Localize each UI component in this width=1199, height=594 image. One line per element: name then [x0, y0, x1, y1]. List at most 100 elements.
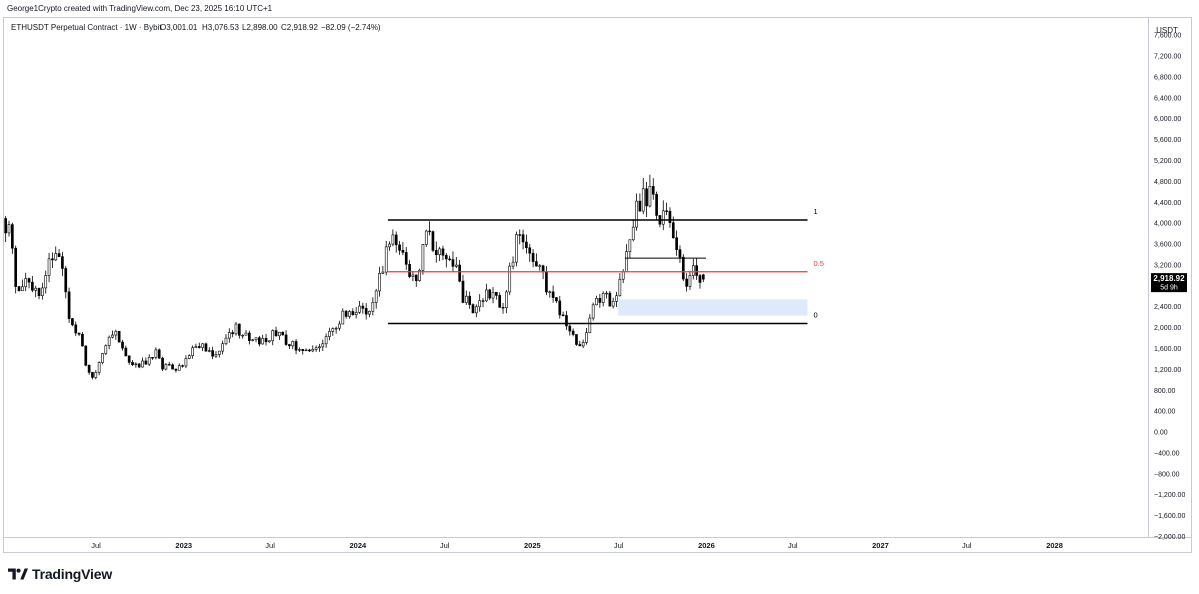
candle: [434, 241, 438, 263]
candle-body: [14, 247, 18, 287]
candle-body: [528, 247, 532, 254]
candle: [207, 347, 211, 353]
time-tick-label: Jul: [962, 541, 972, 550]
candle: [631, 219, 635, 242]
candle: [244, 330, 248, 336]
candle-body: [698, 275, 702, 283]
candle: [354, 307, 358, 319]
candle-body: [678, 249, 682, 258]
candle-body: [464, 295, 468, 303]
candle-body: [114, 331, 118, 336]
candle: [458, 259, 461, 283]
chart-frame[interactable]: [3, 17, 1192, 553]
candle: [301, 348, 305, 355]
candle-body: [321, 343, 325, 348]
candle: [314, 345, 318, 352]
candle-body: [688, 275, 692, 287]
candle: [441, 245, 445, 261]
candle: [274, 326, 278, 337]
candle-body: [441, 248, 445, 256]
candle-body: [685, 278, 688, 287]
price-tick-label: 1,600.00: [1154, 346, 1181, 353]
candle: [344, 310, 348, 319]
candle-body: [668, 210, 672, 223]
candle: [338, 320, 341, 331]
candle: [525, 234, 528, 254]
price-axis-currency[interactable]: USDT: [1156, 26, 1178, 35]
candle: [281, 331, 285, 336]
fib-level-label: 0.5: [814, 259, 824, 268]
candle: [288, 343, 291, 350]
candle: [147, 354, 151, 367]
candle-body: [284, 334, 288, 345]
candle: [71, 318, 74, 327]
candle-body: [428, 230, 431, 233]
candle: [87, 364, 91, 375]
candle-body: [468, 295, 471, 305]
candle-body: [318, 346, 321, 349]
candle-body: [358, 305, 361, 313]
candle: [191, 345, 194, 359]
candle-body: [67, 291, 71, 319]
candle-body: [157, 349, 161, 359]
candle: [605, 290, 608, 299]
time-tick-label: 2025: [524, 541, 541, 550]
candle: [404, 247, 408, 270]
candle: [691, 258, 695, 280]
fib-level-label: 0: [814, 310, 818, 319]
candle: [661, 200, 665, 231]
candle-body: [4, 218, 8, 234]
candle-body: [538, 265, 542, 267]
candle-body: [508, 265, 512, 293]
candle-body: [628, 239, 632, 252]
candle-body: [281, 331, 285, 336]
candle-body: [601, 292, 605, 303]
candle-body: [488, 289, 492, 299]
candle: [14, 245, 18, 294]
candle-body: [585, 332, 588, 343]
candle-body: [41, 287, 44, 297]
candle: [154, 347, 158, 360]
candle: [101, 352, 104, 365]
candle-body: [31, 281, 34, 291]
price-tick-label: 3,200.00: [1154, 262, 1181, 269]
candle-body: [191, 347, 194, 356]
price-tick-label: −800.00: [1154, 471, 1180, 478]
candle-body: [174, 368, 178, 371]
time-tick-label: 2026: [698, 541, 715, 550]
candle: [54, 246, 58, 262]
candle-body: [251, 339, 255, 341]
candle-body: [324, 336, 328, 345]
candle: [97, 361, 101, 376]
candle-body: [558, 300, 562, 316]
candle-body: [214, 354, 218, 357]
candle-body: [308, 349, 311, 352]
candle-body: [17, 286, 21, 292]
candle-body: [244, 332, 248, 336]
candle: [398, 241, 401, 255]
chart-credit: George1Crypto created with TradingView.c…: [7, 4, 273, 13]
time-axis[interactable]: Jul 2023 Jul 2024 Jul 2025 Jul 2026 Jul 2027 Jul 20…: [91, 541, 1063, 550]
candle: [374, 288, 378, 309]
candle-body: [404, 252, 408, 265]
candle-body: [34, 287, 38, 291]
tradingview-logo[interactable]: TradingView: [8, 566, 112, 582]
candle: [635, 193, 638, 231]
candle-body: [648, 186, 652, 207]
candle-body: [401, 250, 405, 253]
candle: [648, 174, 652, 208]
candle: [364, 303, 368, 320]
tradingview-logo-icon: [8, 568, 28, 580]
candle: [418, 268, 421, 282]
candle-body: [661, 210, 665, 225]
candle-body: [144, 360, 148, 365]
chart-drawings: 10.50: [387, 207, 824, 325]
demand-zone[interactable]: [618, 299, 808, 316]
candle: [81, 331, 84, 347]
candle-body: [241, 334, 245, 337]
candle-body: [641, 188, 645, 212]
candle-body: [665, 210, 668, 212]
candle-body: [535, 261, 538, 267]
candle-body: [398, 244, 401, 251]
